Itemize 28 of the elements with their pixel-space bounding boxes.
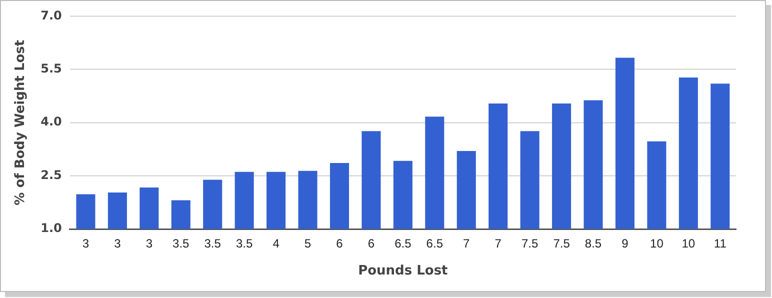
x-tick-label: 3 [114,236,122,251]
x-tick-label: 3 [146,236,153,251]
x-tick-label: 10 [682,236,696,251]
x-tick-label: 7.5 [521,236,538,251]
y-tick-label: 7.0 [40,8,62,22]
x-tick-label: 10 [650,236,664,251]
x-tick-label: 6.5 [394,236,412,251]
y-tick-label: 2.5 [40,168,62,182]
x-tick-label: 6 [368,236,375,251]
x-tick-label: 6 [336,236,344,251]
x-tick-label: 11 [714,236,727,251]
x-tick-label: 3 [82,236,90,251]
y-tick-label: 1.0 [40,221,62,236]
x-tick-label: 7.5 [553,236,570,251]
x-tick-label: 3.5 [204,236,222,251]
x-tick-label: 5 [304,236,312,251]
x-axis-title: Pounds Lost [358,264,448,279]
y-tick-label: 5.5 [40,62,62,76]
y-axis-title: % of Body Weight Lost [13,40,28,206]
x-tick-label: 6.5 [426,236,444,251]
y-tick-label: 4.0 [40,114,62,129]
x-tick-label: 7 [494,236,502,251]
x-tick-label: 9 [622,236,629,251]
x-tick-label: 3.5 [172,236,190,251]
x-tick-label: 3.5 [236,236,253,251]
x-tick-label: 4 [272,236,280,251]
x-tick-label: 8.5 [584,236,602,251]
x-tick-label: 7 [463,236,470,251]
